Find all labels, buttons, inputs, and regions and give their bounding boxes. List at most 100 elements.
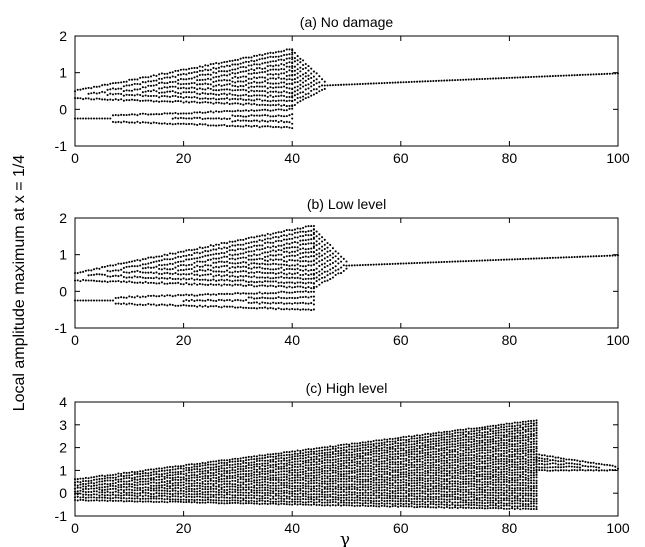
- data-point: [244, 83, 248, 87]
- data-point: [323, 493, 326, 496]
- data-point: [114, 494, 117, 497]
- data-point: [206, 485, 210, 488]
- data-point: [283, 290, 286, 293]
- data-point: [304, 308, 307, 311]
- data-point: [356, 473, 359, 476]
- data-point: [364, 454, 367, 457]
- data-point: [171, 489, 174, 492]
- data-point: [117, 480, 120, 483]
- data-point: [160, 489, 163, 492]
- data-point: [342, 451, 345, 454]
- data-point: [283, 238, 286, 241]
- data-point: [315, 479, 318, 482]
- data-point: [407, 500, 410, 503]
- data-point: [399, 460, 402, 463]
- data-point: [277, 91, 280, 94]
- data-point: [255, 248, 258, 251]
- data-point: [331, 492, 334, 496]
- data-point: [242, 252, 245, 255]
- data-point: [405, 81, 408, 84]
- data-point: [266, 65, 269, 68]
- data-point: [443, 456, 446, 459]
- data-point: [299, 449, 302, 453]
- data-point: [378, 447, 381, 450]
- data-point: [451, 260, 454, 263]
- data-point: [90, 476, 93, 479]
- data-point: [234, 258, 237, 261]
- data-point: [125, 491, 128, 494]
- data-point: [280, 476, 283, 479]
- data-point: [98, 474, 101, 478]
- data-point: [557, 74, 560, 77]
- data-point: [117, 87, 120, 90]
- data-point: [277, 86, 280, 89]
- data-point: [177, 481, 180, 484]
- data-point: [388, 484, 391, 487]
- data-point: [293, 250, 296, 253]
- data-point: [608, 72, 611, 75]
- data-point: [182, 300, 185, 303]
- data-point: [166, 254, 169, 257]
- data-point: [234, 460, 237, 463]
- data-point: [242, 497, 245, 500]
- data-point: [168, 465, 172, 468]
- data-point: [95, 97, 98, 100]
- data-point: [261, 71, 264, 74]
- data-point: [296, 253, 299, 257]
- data-point: [437, 487, 440, 490]
- data-point: [391, 437, 394, 441]
- data-point: [255, 276, 258, 279]
- data-point: [198, 87, 201, 90]
- data-point: [345, 446, 348, 449]
- data-point: [196, 478, 199, 482]
- data-point: [264, 491, 267, 495]
- data-point: [310, 474, 313, 477]
- data-point: [225, 463, 229, 467]
- data-point: [383, 81, 386, 85]
- data-point: [73, 97, 77, 100]
- data-point: [426, 453, 430, 456]
- data-point: [440, 447, 443, 450]
- data-point: [386, 478, 389, 481]
- data-point: [250, 250, 253, 253]
- data-point: [187, 77, 191, 80]
- data-point: [293, 471, 296, 474]
- data-point: [228, 124, 231, 128]
- data-point: [315, 458, 318, 461]
- data-point: [521, 257, 525, 261]
- data-point: [133, 82, 136, 85]
- data-point: [225, 477, 229, 480]
- data-point: [133, 497, 136, 500]
- data-point: [190, 257, 193, 261]
- data-point: [228, 73, 231, 76]
- data-point: [277, 55, 280, 58]
- data-point: [87, 279, 90, 282]
- data-point: [244, 256, 248, 259]
- data-point: [291, 70, 294, 73]
- data-point: [435, 482, 438, 485]
- data-point: [133, 486, 136, 489]
- data-point: [250, 114, 253, 117]
- data-point: [190, 67, 193, 70]
- data-point: [236, 239, 239, 242]
- data-point: [225, 485, 229, 488]
- data-point: [261, 271, 264, 274]
- data-point: [340, 496, 343, 499]
- data-point: [201, 278, 204, 281]
- data-point: [174, 484, 177, 487]
- data-point: [394, 481, 397, 484]
- data-point: [302, 486, 305, 490]
- data-point: [424, 438, 427, 441]
- data-point: [206, 463, 210, 466]
- data-point: [337, 454, 340, 457]
- data-point: [139, 99, 142, 102]
- data-point: [307, 485, 310, 488]
- data-point: [171, 295, 174, 298]
- data-point: [253, 484, 256, 487]
- data-point: [103, 265, 106, 268]
- data-point: [144, 480, 147, 483]
- data-point: [101, 299, 104, 302]
- data-point: [429, 438, 432, 441]
- data-point: [190, 501, 193, 504]
- data-point: [220, 84, 223, 87]
